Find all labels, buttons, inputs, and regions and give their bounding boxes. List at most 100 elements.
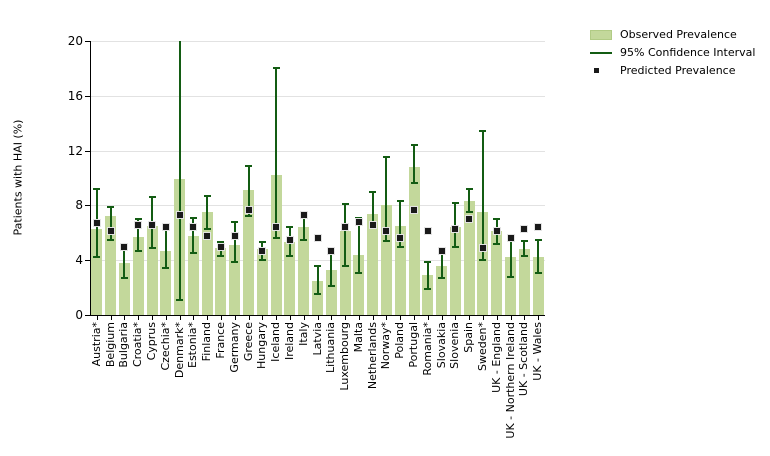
predicted-point-Hungary (258, 246, 267, 255)
y-tick-label: 0 (75, 308, 83, 322)
ci-cap-bottom (176, 298, 184, 301)
x-axis-tick (496, 316, 498, 320)
ci-cap-bottom (286, 255, 294, 258)
bar-Bulgaria (118, 262, 130, 315)
ci-cap-bottom (438, 277, 446, 279)
y-axis-tick (85, 95, 90, 97)
ci-whisker-Slovakia (440, 247, 443, 278)
predicted-point-Cyprus (148, 220, 157, 229)
x-axis-tick (331, 316, 333, 320)
y-tick-label: 12 (67, 143, 83, 158)
bar-Iceland (270, 175, 282, 315)
predicted-point-UK - Wales (534, 223, 543, 232)
ci-whisker-Slovenia (454, 202, 457, 247)
ci-cap-bottom (327, 285, 335, 288)
ci-cap-bottom (479, 259, 487, 262)
ci-whisker-Sweden* (481, 131, 484, 261)
ci-cap-top (341, 203, 349, 206)
ci-cap-bottom (258, 259, 266, 262)
x-axis-tick (234, 316, 236, 320)
x-axis-tick (262, 316, 264, 320)
x-tick-label-Hungary: Hungary (255, 322, 269, 369)
x-tick-label-Bulgaria: Bulgaria (117, 322, 131, 368)
ci-cap-bottom (396, 245, 404, 248)
y-axis-tick (85, 150, 90, 152)
ci-cap-top (534, 238, 542, 241)
bar-UK - Wales (532, 257, 544, 315)
x-tick-label-Poland: Poland (393, 322, 407, 359)
gridline (91, 150, 545, 152)
bar-Italy (298, 227, 310, 315)
ci-whisker-Croatia* (137, 219, 140, 251)
x-axis-tick (220, 316, 222, 320)
x-tick-label-Slovenia: Slovenia (448, 322, 462, 369)
ci-cap-top (396, 200, 404, 203)
bar-Cyprus (146, 225, 158, 315)
ci-whisker-UK - Northern Ireland (509, 236, 512, 277)
x-axis-tick (345, 316, 347, 320)
y-axis-tick (85, 260, 90, 262)
bar-Latvia (312, 280, 323, 315)
predicted-point-Finland (203, 231, 212, 240)
ci-whisker-Spain (468, 188, 471, 213)
x-tick-label-Estonia*: Estonia* (186, 322, 200, 368)
x-tick-label-UK - Wales: UK - Wales (531, 322, 545, 381)
ci-whisker-Czechia* (164, 227, 167, 269)
x-tick-label-Romania*: Romania* (420, 322, 434, 376)
x-tick-label-Croatia*: Croatia* (131, 322, 145, 368)
bar-Estonia* (187, 235, 199, 315)
ci-whisker-Iceland (275, 68, 278, 239)
x-axis-tick (165, 316, 167, 320)
x-tick-label-Sweden*: Sweden* (475, 322, 489, 371)
bar-Finland (201, 212, 213, 315)
ci-cap-top (189, 216, 197, 219)
bar-UK - Scotland (518, 249, 530, 315)
ci-cap-top (355, 216, 363, 219)
x-tick-label-Italy: Italy (296, 322, 310, 346)
predicted-point-Belgium (106, 227, 115, 236)
bar-Greece (243, 190, 255, 315)
x-axis-tick (414, 316, 415, 320)
observed-prevalence-swatch-icon (590, 29, 612, 40)
ci-cap-top (286, 226, 294, 229)
bar-Norway* (380, 205, 392, 315)
x-axis-tick (372, 316, 374, 320)
ci-cap-bottom (534, 271, 542, 274)
ci-cap-bottom (217, 255, 225, 258)
bar-Romania* (422, 275, 434, 315)
ci-whisker-Bulgaria (123, 243, 126, 278)
predicted-point-Bulgaria (120, 242, 129, 251)
x-tick-label-Norway*: Norway* (379, 322, 393, 370)
predicted-point-Iceland (272, 223, 281, 232)
x-axis-tick (317, 316, 319, 320)
ci-whisker-Malta (357, 217, 360, 273)
predicted-point-Poland (396, 234, 405, 243)
x-tick-label-Iceland: Iceland (269, 322, 283, 362)
bar-Malta (353, 254, 365, 315)
x-tick-label-UK - England: UK - England (489, 322, 503, 393)
x-axis-tick (96, 316, 98, 320)
ci-cap-bottom (93, 256, 101, 259)
predicted-point-Malta (354, 217, 363, 226)
ci-whisker-UK - Scotland (523, 241, 526, 257)
x-tick-label-Belgium: Belgium (103, 322, 117, 368)
bar-Czechia* (160, 250, 172, 315)
x-axis-tick (386, 316, 388, 320)
ci-cap-bottom (245, 215, 253, 218)
confidence-interval-swatch-icon (590, 51, 612, 54)
x-tick-label-Czechia*: Czechia* (158, 322, 172, 371)
ci-cap-top (203, 194, 211, 197)
x-axis-tick (400, 316, 402, 320)
x-axis-tick (193, 316, 195, 320)
x-axis-tick (124, 316, 126, 320)
predicted-point-Netherlands (368, 220, 377, 229)
bar-Lithuania (325, 269, 337, 315)
ci-whisker-Greece (247, 165, 250, 217)
y-tick-label: 4 (75, 253, 83, 268)
ci-whisker-Romania* (426, 261, 429, 289)
ci-whisker-Netherlands (371, 191, 374, 224)
x-axis-tick (455, 316, 457, 320)
y-tick-label: 8 (75, 198, 83, 213)
x-axis-tick (152, 316, 154, 320)
predicted-point-Greece (244, 205, 253, 214)
